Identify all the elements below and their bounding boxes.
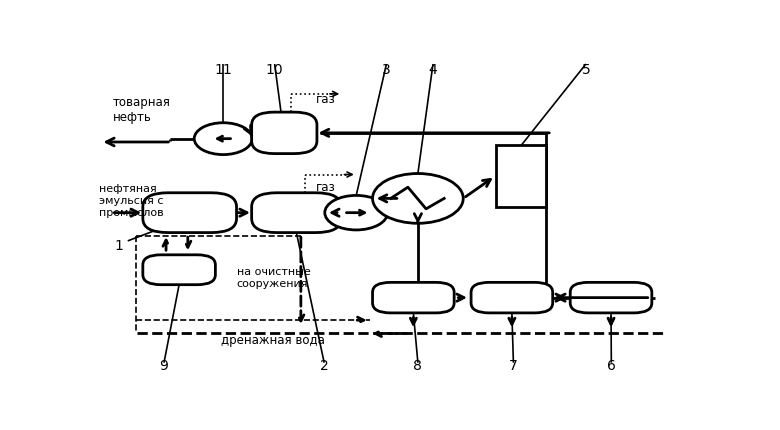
Text: 9: 9	[160, 358, 168, 372]
FancyBboxPatch shape	[570, 283, 652, 313]
FancyBboxPatch shape	[373, 283, 454, 313]
Text: 6: 6	[607, 358, 615, 372]
Text: нефтяная
эмульсия с
промыслов: нефтяная эмульсия с промыслов	[99, 184, 164, 217]
Text: 2: 2	[320, 358, 328, 372]
FancyBboxPatch shape	[497, 146, 546, 207]
Text: дренажная вода: дренажная вода	[222, 333, 325, 346]
FancyBboxPatch shape	[252, 194, 341, 233]
Text: 5: 5	[582, 63, 590, 77]
Text: 1: 1	[114, 238, 123, 252]
FancyBboxPatch shape	[143, 194, 236, 233]
Text: 10: 10	[266, 63, 283, 77]
Text: 3: 3	[382, 63, 391, 77]
Text: газ: газ	[317, 93, 336, 106]
Text: товарная
нефть: товарная нефть	[112, 95, 171, 123]
FancyBboxPatch shape	[471, 283, 553, 313]
Text: 7: 7	[509, 358, 518, 372]
FancyBboxPatch shape	[252, 113, 317, 154]
Circle shape	[373, 174, 463, 224]
FancyBboxPatch shape	[143, 255, 215, 285]
Text: газ: газ	[317, 181, 336, 194]
Circle shape	[194, 123, 252, 155]
Circle shape	[324, 196, 388, 230]
Text: 4: 4	[429, 63, 438, 77]
Text: 8: 8	[413, 358, 422, 372]
Text: 11: 11	[215, 63, 232, 77]
Text: на очистные
сооружения: на очистные сооружения	[236, 267, 310, 288]
